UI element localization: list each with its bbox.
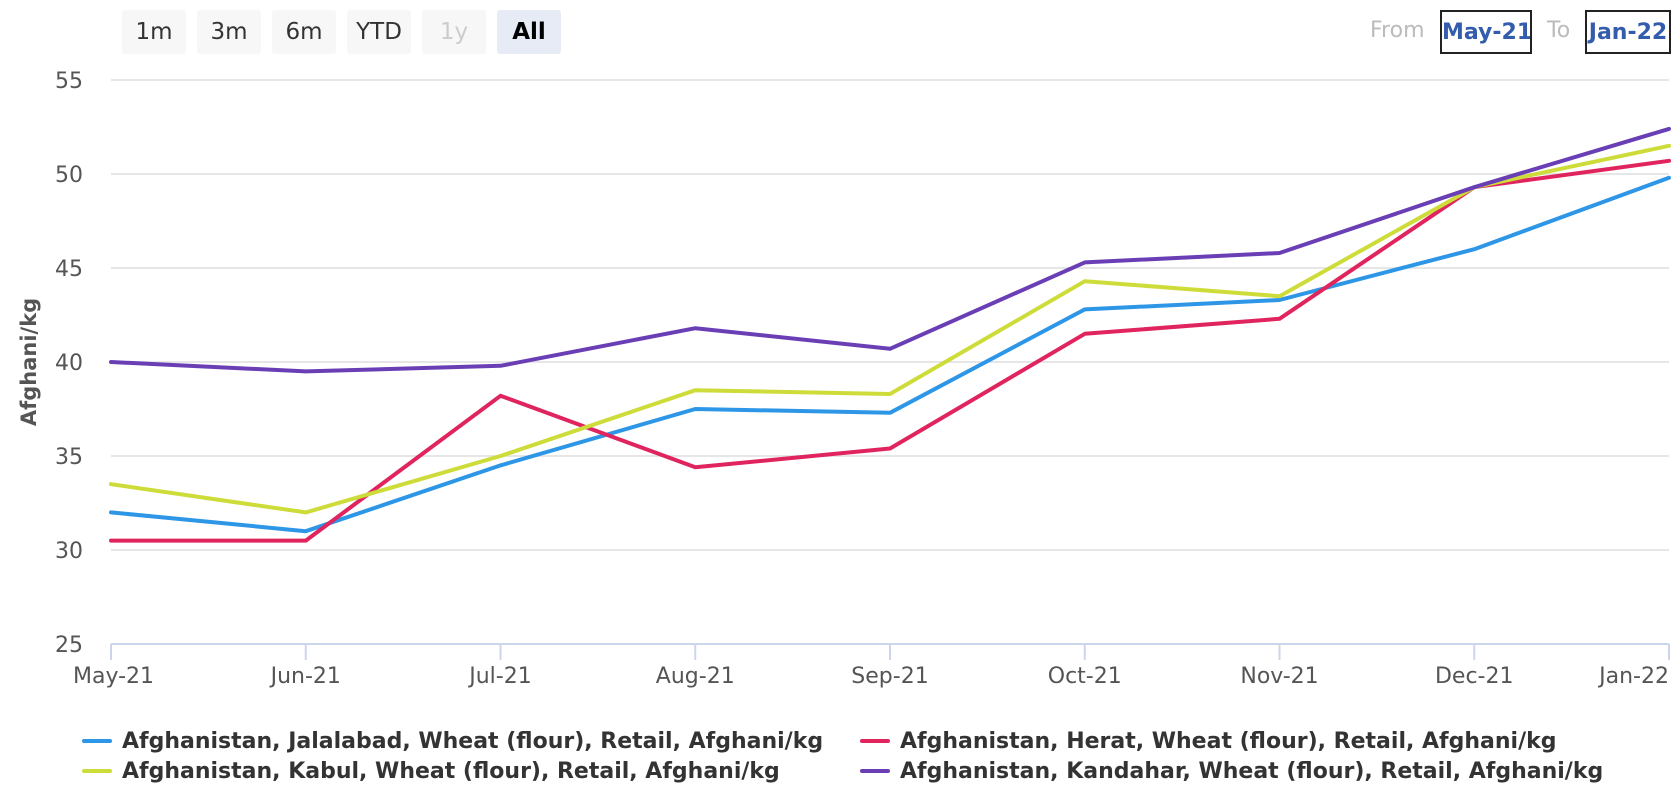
series-line-0[interactable] [109, 175, 1671, 534]
range-from-input[interactable] [1440, 10, 1532, 54]
legend-swatch [82, 739, 112, 743]
x-tick-label: Jun-21 [269, 664, 341, 689]
range-button-3m[interactable]: 3m [197, 10, 261, 54]
x-tick-label: Jul-21 [467, 664, 531, 689]
legend-label: Afghanistan, Kandahar, Wheat (flour), Re… [900, 758, 1604, 784]
series-line-2[interactable] [109, 143, 1671, 515]
x-axis: May-21 Jun-21 Jul-21 Aug-21 Sep-21 Oct-21 Nov-… [73, 643, 1670, 689]
range-to-label: To [1547, 18, 1571, 43]
legend-label: Afghanistan, Kabul, Wheat (flour), Retai… [122, 758, 780, 784]
x-tick-label: Oct-21 [1048, 664, 1122, 689]
legend-label: Afghanistan, Herat, Wheat (flour), Retai… [900, 728, 1557, 754]
range-button-6m[interactable]: 6m [272, 10, 336, 54]
range-to-input[interactable] [1585, 10, 1671, 54]
y-axis-ticks: 25 30 35 40 45 50 55 [55, 69, 83, 658]
range-button-ytd[interactable]: YTD [347, 10, 411, 54]
legend-item-kandahar[interactable]: Afghanistan, Kandahar, Wheat (flour), Re… [860, 757, 1603, 785]
legend-swatch [82, 769, 112, 773]
range-button-1m[interactable]: 1m [122, 10, 186, 54]
range-button-1y[interactable]: 1y [422, 10, 486, 54]
y-tick-label: 50 [55, 163, 83, 188]
x-tick-label: May-21 [73, 664, 154, 689]
y-tick-label: 45 [55, 257, 83, 282]
range-button-all[interactable]: All [497, 10, 561, 54]
y-tick-label: 30 [55, 539, 83, 564]
y-axis-title: Afghani/kg [17, 298, 41, 426]
x-tick-label: Aug-21 [656, 664, 735, 689]
legend-label: Afghanistan, Jalalabad, Wheat (flour), R… [122, 728, 824, 754]
range-from-label: From [1370, 18, 1425, 43]
legend-swatch [860, 769, 890, 773]
y-tick-label: 25 [55, 633, 83, 658]
legend-item-herat[interactable]: Afghanistan, Herat, Wheat (flour), Retai… [860, 727, 1556, 755]
series-lines [109, 126, 1671, 543]
gridlines [111, 79, 1669, 551]
x-tick-label: Nov-21 [1240, 664, 1318, 689]
legend-item-jalalabad[interactable]: Afghanistan, Jalalabad, Wheat (flour), R… [82, 727, 823, 755]
x-tick-label: Dec-21 [1435, 664, 1514, 689]
x-tick-label: Jan-22 [1597, 664, 1669, 689]
series-line-3[interactable] [109, 126, 1671, 374]
legend-swatch [860, 739, 890, 743]
y-tick-label: 55 [55, 69, 83, 94]
y-tick-label: 35 [55, 445, 83, 470]
legend-item-kabul[interactable]: Afghanistan, Kabul, Wheat (flour), Retai… [82, 757, 780, 785]
x-tick-label: Sep-21 [851, 664, 928, 689]
y-tick-label: 40 [55, 351, 83, 376]
